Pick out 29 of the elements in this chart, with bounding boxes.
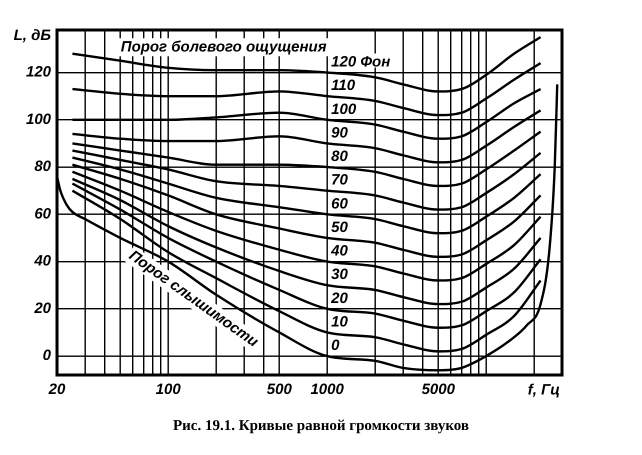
y-tick-label: 0 <box>42 347 52 364</box>
series-label: 60 <box>331 195 348 212</box>
y-tick-label: 100 <box>26 110 52 128</box>
series-label: 40 <box>330 242 348 260</box>
x-tick-label: 500 <box>266 381 292 398</box>
x-tick-label: 1000 <box>310 381 344 398</box>
series-label: 30 <box>331 266 348 284</box>
series-label: 90 <box>331 124 348 142</box>
series-label: 50 <box>331 218 348 236</box>
series-label: 0 <box>331 337 340 354</box>
x-tick-label: 20 <box>48 381 66 398</box>
x-tick-label: 100 <box>156 381 182 398</box>
series-label: 100 <box>331 100 357 118</box>
y-tick-label: 80 <box>34 158 52 176</box>
y-tick-label: 40 <box>33 252 52 270</box>
annotation: Порог болевого ощущения <box>120 38 327 56</box>
y-tick-label: 20 <box>33 300 52 317</box>
series-label: 80 <box>331 148 348 166</box>
y-tick-label: 120 <box>26 64 52 81</box>
series-label: 70 <box>331 172 348 189</box>
series-label: 10 <box>331 313 348 330</box>
y-axis-title: L, дБ <box>14 27 52 44</box>
series-label: 110 <box>331 77 356 94</box>
text: Рис. 19.1. Кривые равной громкости звуков <box>172 418 470 435</box>
series-label: 120 Фон <box>331 54 390 71</box>
y-tick-label: 60 <box>34 205 52 222</box>
x-axis-title: f, Гц <box>528 382 560 399</box>
x-tick-label: 5000 <box>422 381 456 398</box>
series-label: 20 <box>330 290 348 307</box>
